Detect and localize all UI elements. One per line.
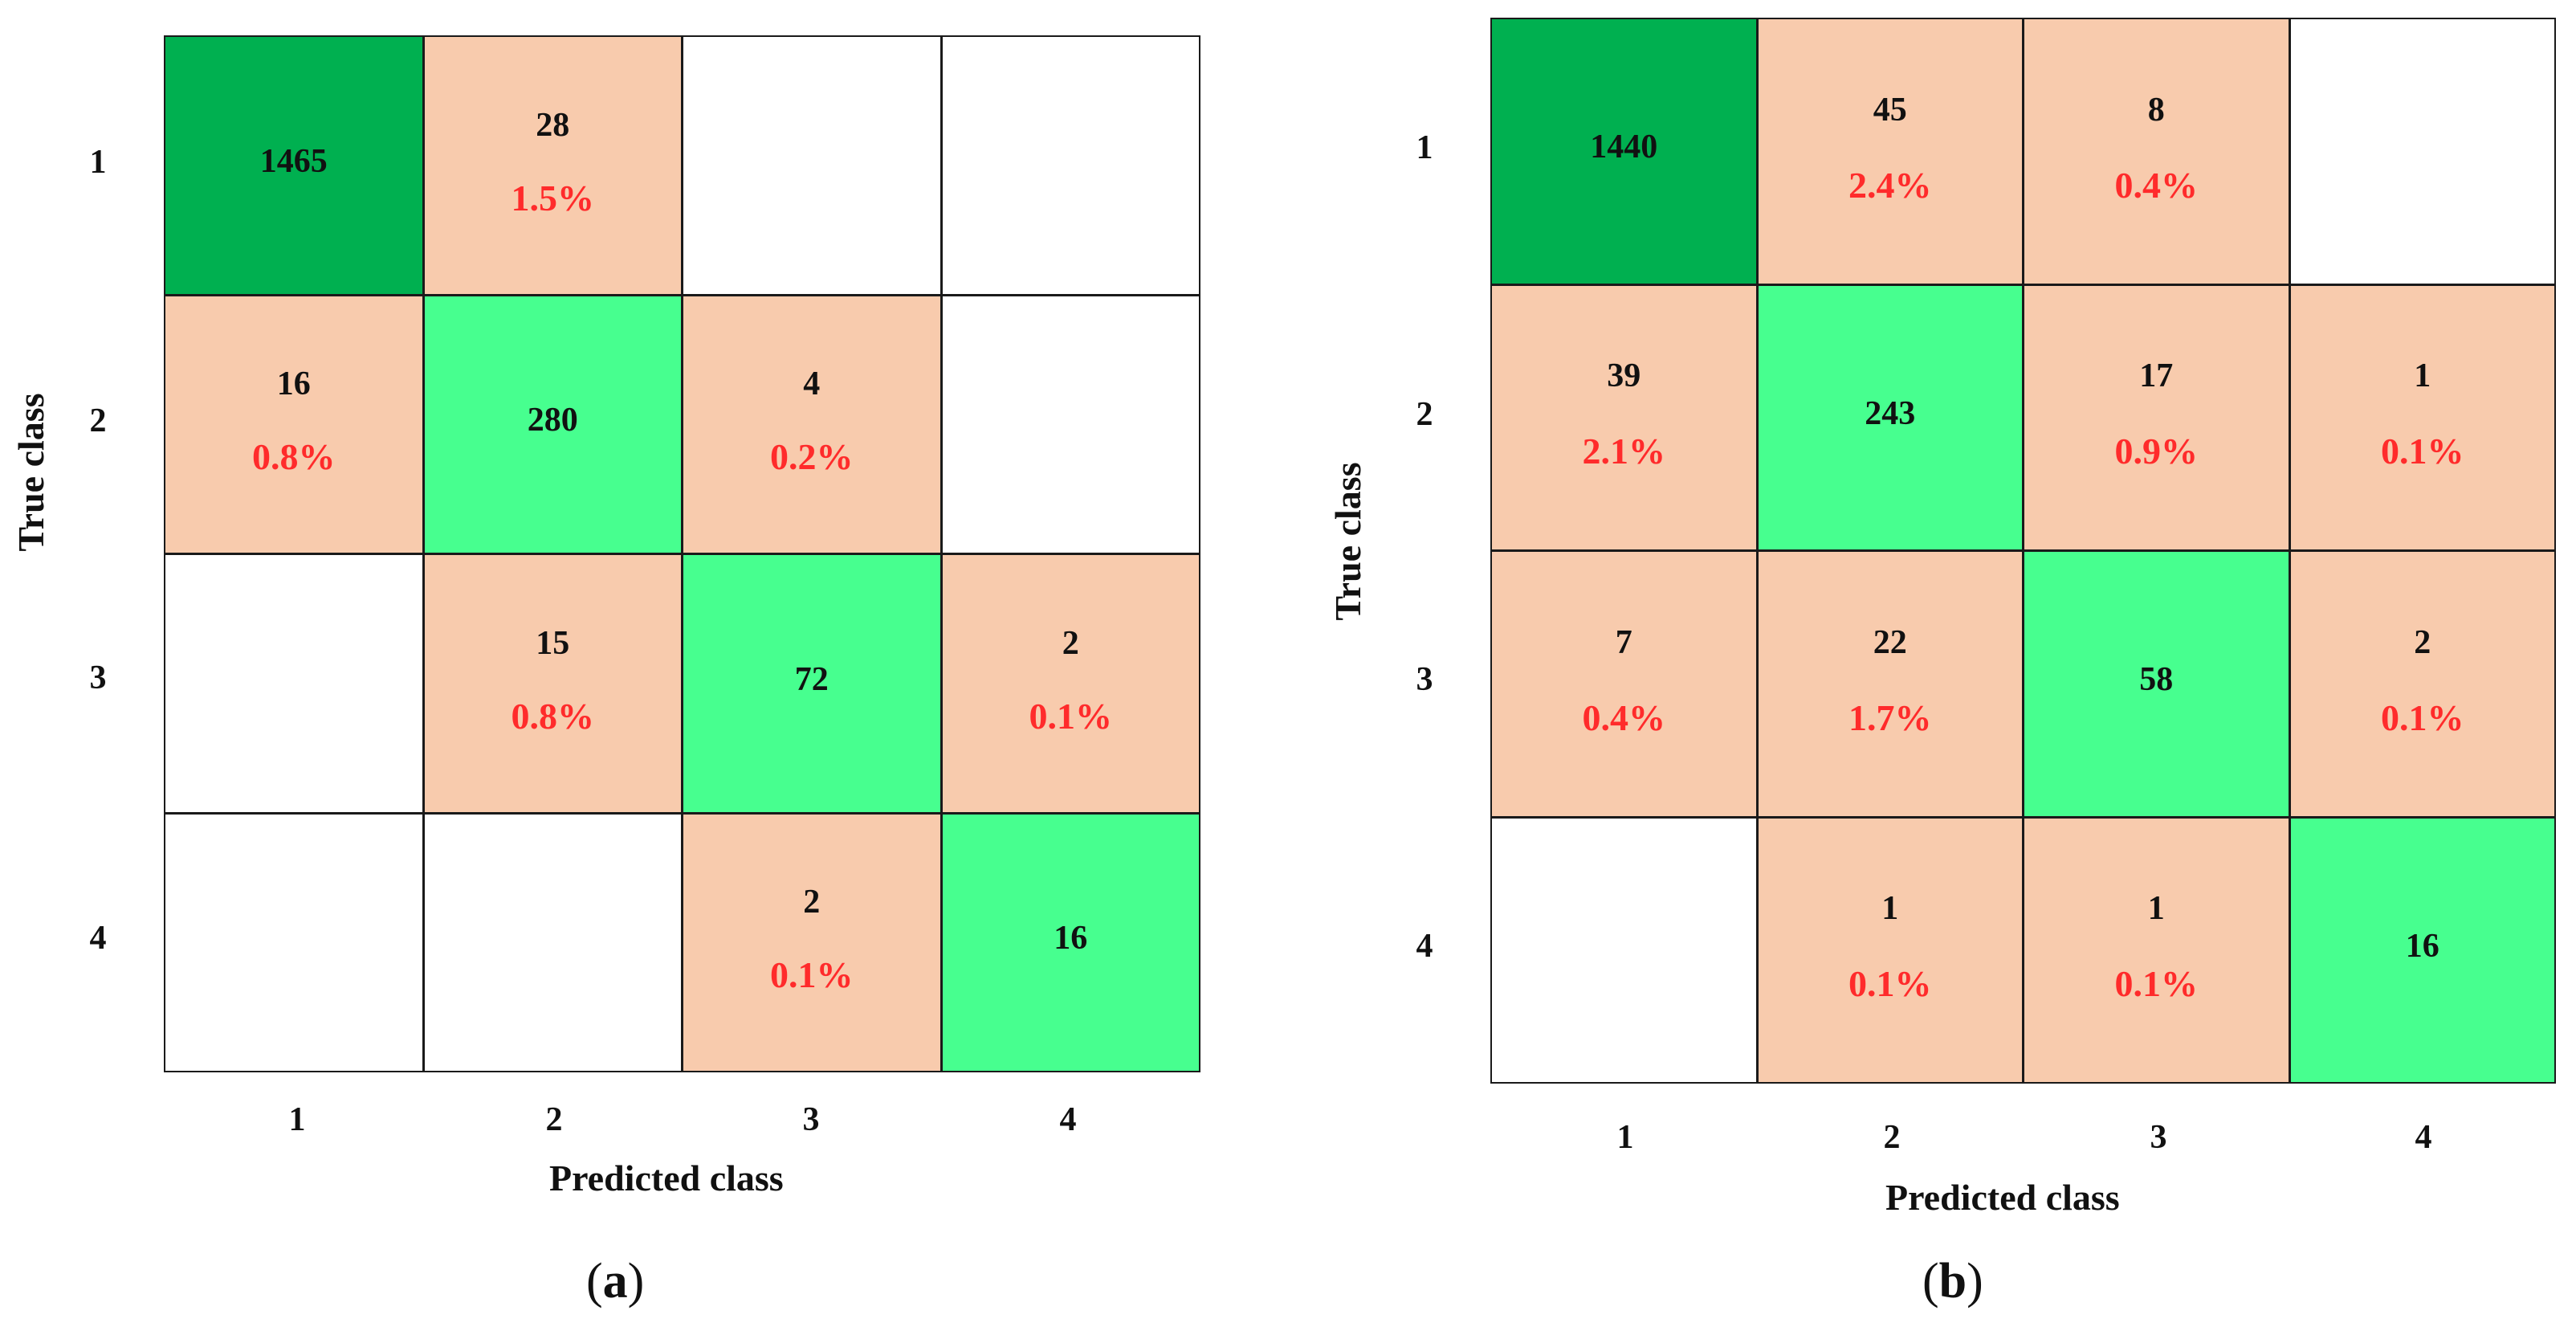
y-tick-label: 3 xyxy=(89,659,107,696)
cell-percentage: 0.4% xyxy=(2114,164,2199,206)
cell-percentage: 0.1% xyxy=(2381,431,2464,472)
y-tick-label: 1 xyxy=(1416,129,1433,166)
cell-count: 243 xyxy=(1865,394,1916,432)
matrix-cell: 243 xyxy=(1756,284,2024,551)
cell-count: 2 xyxy=(803,884,821,921)
matrix-cell xyxy=(940,294,1200,554)
cell-count: 2 xyxy=(2414,623,2431,661)
matrix-grid: 1440 45 2.4% 8 0.4% 39 2.1% 243 17 0.9% 1 0.1% 7 0.4%… xyxy=(1490,18,2556,1084)
matrix-cell: 2 0.1% xyxy=(2289,550,2556,818)
figure-caption: (b) xyxy=(1922,1254,1983,1309)
y-tick-label: 2 xyxy=(1416,396,1433,433)
cell-count: 1 xyxy=(2147,890,2165,928)
cell-count: 1465 xyxy=(259,142,328,180)
y-tick-label: 3 xyxy=(1416,661,1433,698)
cell-percentage: 0.2% xyxy=(770,436,854,478)
cell-percentage: 0.1% xyxy=(770,954,854,996)
cell-count: 16 xyxy=(2405,927,2439,965)
x-axis-title: Predicted class xyxy=(1885,1177,2120,1218)
matrix-cell: 8 0.4% xyxy=(2023,18,2290,285)
matrix-cell xyxy=(164,553,424,814)
cell-count: 22 xyxy=(1873,623,1907,661)
matrix-grid: 1465 28 1.5% 16 0.8% 280 4 0.2% 15 0.8% 72 2 0.1% 2 0.… xyxy=(164,35,1200,1072)
matrix-cell xyxy=(2289,18,2556,285)
cell-percentage: 1.5% xyxy=(511,177,595,218)
matrix-cell xyxy=(1490,816,1758,1084)
cell-count: 15 xyxy=(536,624,570,662)
matrix-cell xyxy=(422,812,683,1072)
cell-count: 1440 xyxy=(1590,129,1658,166)
cell-count: 39 xyxy=(1607,357,1641,395)
confusion-matrix-b: True class 1 2 3 4 1440 45 2.4% 8 0.4% 39 2.1%… xyxy=(1288,0,2576,1327)
matrix-cell: 16 xyxy=(940,812,1200,1072)
x-tick-label: 1 xyxy=(1616,1119,1634,1156)
cell-count: 16 xyxy=(276,365,311,403)
matrix-cell: 7 0.4% xyxy=(1490,550,1758,818)
matrix-cell: 28 1.5% xyxy=(422,35,683,296)
cell-percentage: 0.9% xyxy=(2114,431,2199,472)
matrix-cell: 1465 xyxy=(164,35,424,296)
cell-count: 45 xyxy=(1873,91,1907,129)
matrix-cell: 17 0.9% xyxy=(2023,284,2290,551)
matrix-cell: 1 0.1% xyxy=(2289,284,2556,551)
cell-count: 58 xyxy=(2139,661,2174,699)
matrix-cell: 72 xyxy=(682,553,942,814)
cell-percentage: 0.8% xyxy=(511,695,595,737)
matrix-cell xyxy=(940,35,1200,296)
matrix-cell: 15 0.8% xyxy=(422,553,683,814)
cell-count: 17 xyxy=(2139,357,2174,395)
matrix-cell xyxy=(164,812,424,1072)
cell-count: 4 xyxy=(803,365,821,403)
matrix-cell: 16 0.8% xyxy=(164,294,424,554)
matrix-cell: 2 0.1% xyxy=(682,812,942,1072)
matrix-cell: 16 xyxy=(2289,816,2556,1084)
cell-count: 2 xyxy=(1062,624,1079,662)
y-tick-label: 4 xyxy=(89,920,107,957)
cell-count: 1 xyxy=(1881,890,1899,928)
confusion-matrix-a: True class 1 2 3 4 1465 28 1.5% 16 0.8% 280 4 0… xyxy=(10,35,1200,1309)
cell-percentage: 2.1% xyxy=(1582,431,1666,472)
y-axis-title: True class xyxy=(10,393,51,552)
matrix-cell: 1 0.1% xyxy=(2023,816,2290,1084)
cell-count: 280 xyxy=(527,402,578,439)
x-tick-label: 1 xyxy=(288,1101,306,1138)
cell-percentage: 0.1% xyxy=(1848,963,1932,1005)
cell-count: 7 xyxy=(1615,623,1632,661)
matrix-cell: 1 0.1% xyxy=(1756,816,2024,1084)
figure-caption: (a) xyxy=(586,1254,645,1309)
matrix-cell: 39 2.1% xyxy=(1490,284,1758,551)
cell-count: 1 xyxy=(2414,357,2431,395)
matrix-cell: 4 0.2% xyxy=(682,294,942,554)
cell-count: 16 xyxy=(1054,920,1088,957)
x-tick-label: 2 xyxy=(545,1101,563,1138)
cell-percentage: 1.7% xyxy=(1848,696,1932,738)
x-tick-label: 3 xyxy=(2150,1119,2167,1156)
x-tick-label: 3 xyxy=(802,1101,820,1138)
cell-percentage: 0.1% xyxy=(2114,963,2199,1005)
y-tick-label: 2 xyxy=(89,402,107,439)
cell-count: 8 xyxy=(2147,91,2165,129)
matrix-cell xyxy=(682,35,942,296)
y-tick-label: 4 xyxy=(1416,928,1433,965)
matrix-cell: 1440 xyxy=(1490,18,1758,285)
x-axis-title: Predicted class xyxy=(549,1158,784,1198)
y-tick-label: 1 xyxy=(89,144,107,181)
cell-percentage: 0.1% xyxy=(2381,696,2464,738)
cell-count: 28 xyxy=(536,106,570,144)
cell-percentage: 2.4% xyxy=(1848,164,1932,206)
x-tick-label: 4 xyxy=(2415,1119,2432,1156)
matrix-cell: 22 1.7% xyxy=(1756,550,2024,818)
cell-count: 72 xyxy=(794,660,829,698)
matrix-cell: 58 xyxy=(2023,550,2290,818)
x-tick-label: 2 xyxy=(1883,1119,1901,1156)
cell-percentage: 0.1% xyxy=(1029,695,1113,737)
matrix-cell: 2 0.1% xyxy=(940,553,1200,814)
x-tick-label: 4 xyxy=(1059,1101,1077,1138)
cell-percentage: 0.4% xyxy=(1582,696,1666,738)
matrix-cell: 45 2.4% xyxy=(1756,18,2024,285)
cell-percentage: 0.8% xyxy=(252,436,336,478)
matrix-cell: 280 xyxy=(422,294,683,554)
y-axis-title: True class xyxy=(1327,462,1368,621)
